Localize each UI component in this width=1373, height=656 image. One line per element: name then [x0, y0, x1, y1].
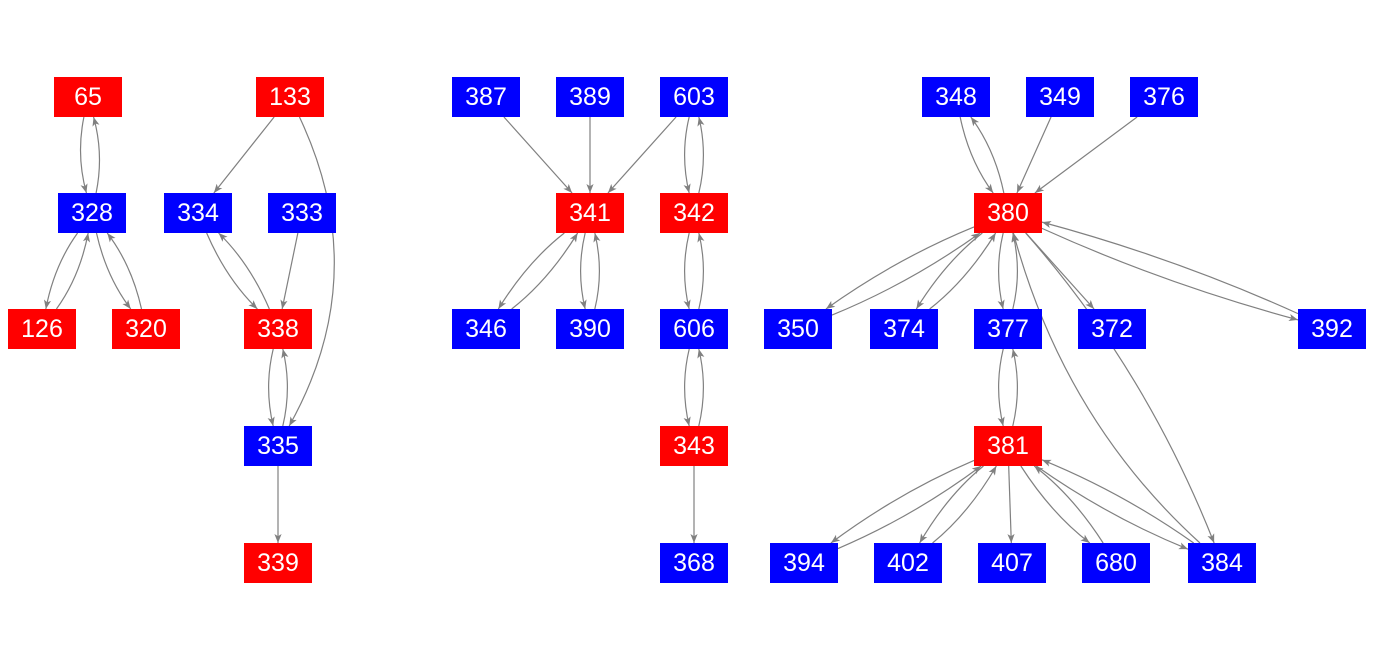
node-372: 372: [1078, 309, 1146, 349]
node-320: 320: [112, 309, 180, 349]
node-392: 392: [1298, 309, 1366, 349]
node-348: 348: [922, 77, 990, 117]
edge-342-to-606: [683, 232, 691, 310]
edge-381-to-377: [1011, 348, 1019, 427]
node-335: 335: [244, 426, 312, 466]
node-350: 350: [764, 309, 832, 349]
node-603: 603: [660, 77, 728, 117]
edge-346-to-341: [511, 232, 579, 310]
edge-328-to-65: [92, 116, 101, 194]
edge-380-to-377: [997, 232, 1005, 310]
edge-380-to-384: [1025, 232, 1215, 544]
edge-380-to-392: [1041, 227, 1299, 321]
node-346: 346: [452, 309, 520, 349]
edge-376-to-380: [1034, 116, 1138, 194]
node-374: 374: [870, 309, 938, 349]
edge-350-to-380: [831, 232, 981, 316]
edge-334-to-338: [206, 232, 258, 310]
node-65: 65: [54, 77, 122, 117]
node-402: 402: [874, 543, 942, 583]
node-380: 380: [974, 193, 1042, 233]
edge-338-to-335: [267, 348, 275, 427]
edge-343-to-606: [697, 348, 705, 427]
edge-387-to-341: [503, 116, 573, 194]
edge-380-to-348: [970, 116, 1005, 194]
node-333: 333: [268, 193, 336, 233]
edge-381-to-407: [1007, 465, 1015, 544]
edge-380-to-350: [825, 226, 975, 310]
node-390: 390: [556, 309, 624, 349]
edge-603-to-342: [683, 116, 691, 194]
edge-126-to-328: [55, 232, 91, 310]
node-384: 384: [1188, 543, 1256, 583]
edge-381-to-394: [830, 459, 975, 544]
node-126: 126: [8, 309, 76, 349]
edge-402-to-381: [932, 465, 997, 544]
edge-341-to-390: [579, 232, 587, 310]
edge-335-to-338: [281, 348, 289, 427]
node-339: 339: [244, 543, 312, 583]
edge-320-to-328: [106, 232, 143, 310]
node-376: 376: [1130, 77, 1198, 117]
edge-392-to-380: [1041, 221, 1299, 315]
edge-338-to-334: [218, 232, 270, 310]
edge-606-to-343: [683, 348, 691, 427]
edge-381-to-384: [1035, 465, 1189, 550]
edge-380-to-374: [915, 232, 983, 310]
node-680: 680: [1082, 543, 1150, 583]
edge-133-to-334: [213, 116, 275, 194]
edge-328-to-126: [43, 232, 79, 310]
edge-133-to-335: [288, 116, 335, 427]
edge-603-to-341: [607, 116, 677, 194]
node-394: 394: [770, 543, 838, 583]
node-389: 389: [556, 77, 624, 117]
node-328: 328: [58, 193, 126, 233]
edge-341-to-346: [497, 232, 565, 310]
edge-381-to-402: [919, 465, 984, 544]
node-381: 381: [974, 426, 1042, 466]
edge-394-to-381: [837, 465, 982, 550]
node-334: 334: [164, 193, 232, 233]
node-133: 133: [256, 77, 324, 117]
node-387: 387: [452, 77, 520, 117]
edge-342-to-603: [697, 116, 705, 194]
node-606: 606: [660, 309, 728, 349]
node-349: 349: [1026, 77, 1094, 117]
edge-384-to-381: [1041, 459, 1195, 544]
edge-606-to-342: [697, 232, 705, 310]
edge-348-to-380: [959, 116, 994, 194]
edge-65-to-328: [79, 116, 88, 194]
node-338: 338: [244, 309, 312, 349]
edge-374-to-380: [929, 232, 997, 310]
node-342: 342: [660, 193, 728, 233]
edge-384-to-380: [1012, 232, 1201, 544]
node-341: 341: [556, 193, 624, 233]
edge-328-to-320: [95, 232, 132, 310]
node-407: 407: [978, 543, 1046, 583]
edge-377-to-381: [997, 348, 1005, 427]
edge-680-to-381: [1033, 465, 1104, 544]
node-368: 368: [660, 543, 728, 583]
edge-381-to-680: [1020, 465, 1091, 544]
edge-390-to-341: [593, 232, 601, 310]
edge-333-to-338: [280, 232, 299, 310]
node-343: 343: [660, 426, 728, 466]
node-377: 377: [974, 309, 1042, 349]
edge-349-to-380: [1016, 116, 1052, 194]
